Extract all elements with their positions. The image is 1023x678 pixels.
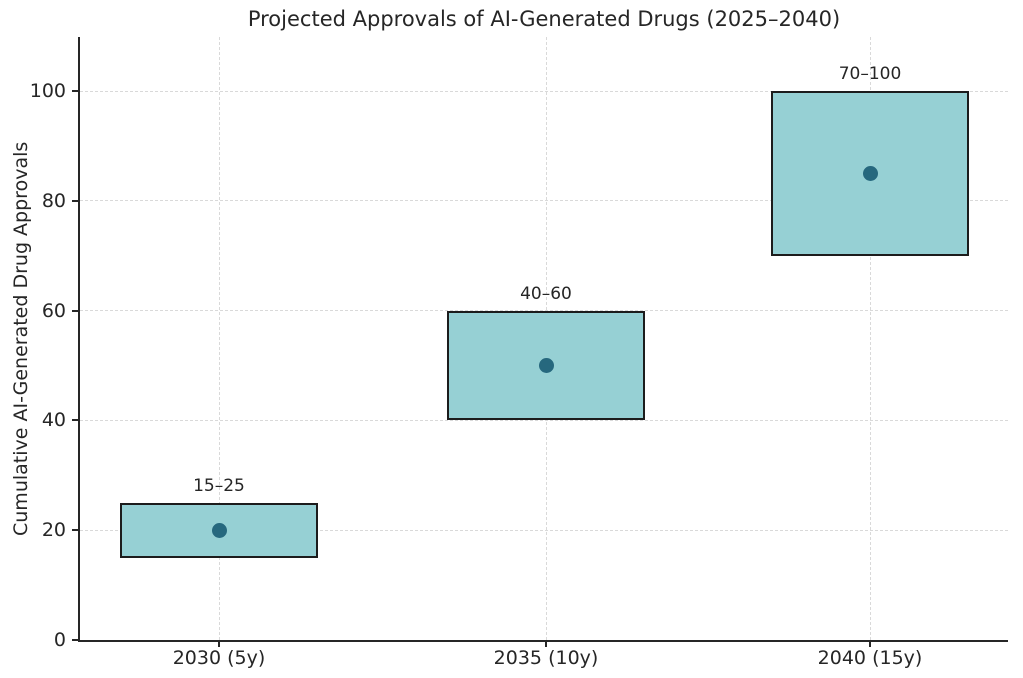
h-gridline <box>80 419 1008 421</box>
x-tick-label: 2040 (15y) <box>817 647 923 669</box>
h-gridline <box>80 529 1008 531</box>
y-tick-label: 20 <box>41 519 66 542</box>
midpoint-dot <box>538 358 554 373</box>
plot-area: 0 20 40 60 80 100 2030 (5y) 2035 (10y) 2040 (15y… <box>30 37 1008 669</box>
midpoint-dot <box>211 522 227 538</box>
range-annotation: 40–60 <box>520 283 572 304</box>
y-axis-label: Cumulative AI-Generated Drug Approvals <box>10 141 32 536</box>
x-tick <box>545 642 547 647</box>
y-tick-label: 60 <box>41 299 66 322</box>
x-tick <box>218 642 220 647</box>
chart-title: Projected Approvals of AI-Generated Drug… <box>247 7 841 31</box>
v-gridline <box>218 37 220 640</box>
y-tick-label: 40 <box>41 409 66 432</box>
v-gridline <box>869 37 871 640</box>
y-tick <box>72 639 78 641</box>
h-gridline <box>80 90 1008 92</box>
y-tick <box>72 419 78 422</box>
y-tick <box>72 199 78 202</box>
y-tick <box>72 90 78 92</box>
y-tick <box>72 309 78 312</box>
y-tick-label: 0 <box>53 629 66 651</box>
x-tick-label: 2035 (10y) <box>493 647 599 669</box>
range-bar <box>771 91 969 256</box>
y-tick-label: 80 <box>41 189 66 212</box>
x-axis-spine <box>78 640 1008 642</box>
midpoint-dot <box>862 165 878 181</box>
range-annotation: 70–100 <box>838 64 902 84</box>
range-annotation: 15–25 <box>193 475 245 496</box>
y-axis-spine <box>78 37 80 642</box>
x-tick-label: 2030 (5y) <box>172 647 266 669</box>
x-tick <box>869 642 871 647</box>
y-tick <box>72 529 78 532</box>
h-gridline <box>80 200 1008 202</box>
y-tick-label: 100 <box>29 80 66 102</box>
